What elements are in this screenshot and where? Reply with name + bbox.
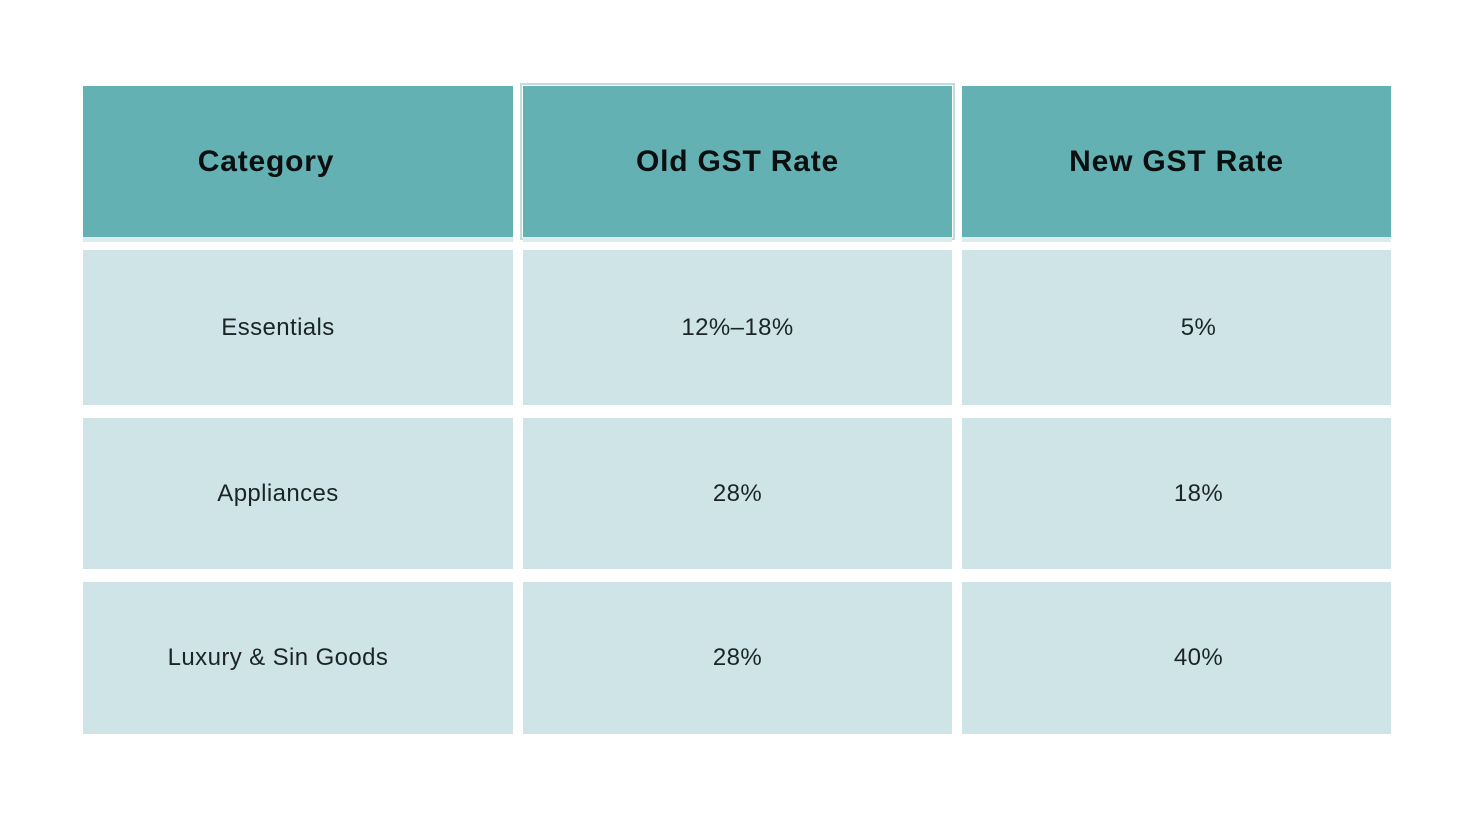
column-header-label: Category <box>197 144 335 178</box>
column-header-label: Old GST Rate <box>636 144 839 178</box>
cell-text: 5% <box>1180 313 1217 341</box>
gst-rate-comparison-table: Category Old GST Rate New GST Rate Essen… <box>83 83 1391 734</box>
cell-text: 28% <box>712 644 763 671</box>
table-grid: Category Old GST Rate New GST Rate Essen… <box>83 83 1391 734</box>
table-cell-category: Appliances <box>83 418 513 569</box>
table-cell-old-rate: 28% <box>523 418 952 569</box>
table-cell-old-rate: 28% <box>523 582 952 734</box>
cell-text: 40% <box>1173 644 1224 671</box>
table-cell-old-rate: 12%–18% <box>523 250 952 405</box>
cell-text: 18% <box>1173 479 1224 507</box>
column-header-new-gst-rate: New GST Rate <box>962 86 1391 242</box>
column-header-old-gst-rate: Old GST Rate <box>520 83 955 242</box>
cell-text: Essentials <box>221 313 335 341</box>
cell-text: Luxury & Sin Goods <box>167 644 389 671</box>
table-cell-new-rate: 40% <box>962 582 1391 734</box>
column-header-label: New GST Rate <box>1069 144 1284 178</box>
cell-text: Appliances <box>217 479 339 507</box>
table-cell-new-rate: 18% <box>962 418 1391 569</box>
table-cell-category: Luxury & Sin Goods <box>83 582 513 734</box>
column-header-category: Category <box>83 86 513 242</box>
cell-text: 12%–18% <box>681 313 794 341</box>
table-cell-new-rate: 5% <box>962 250 1391 405</box>
table-cell-category: Essentials <box>83 250 513 405</box>
cell-text: 28% <box>712 479 763 507</box>
